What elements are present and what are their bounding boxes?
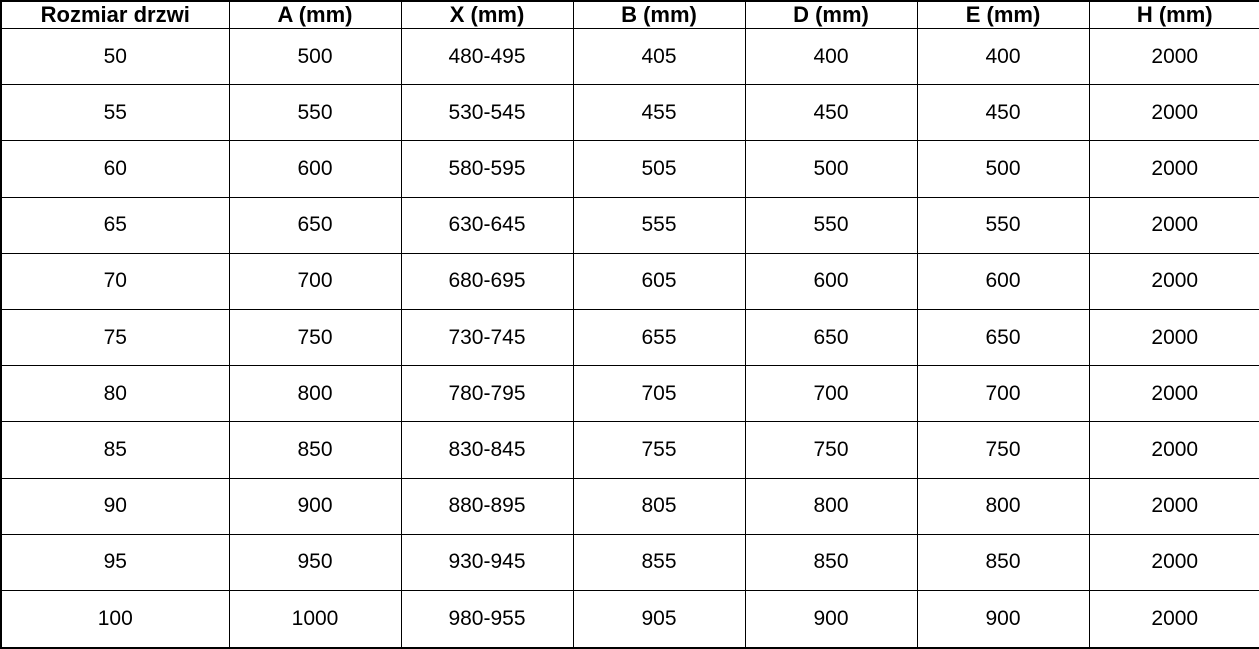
table-cell: 505 <box>572 140 746 198</box>
table-cell: 550 <box>744 196 918 254</box>
table-cell: 850 <box>228 421 402 479</box>
table-cell: 800 <box>744 477 918 535</box>
table-cell: 400 <box>916 27 1090 86</box>
table-cell: 70 <box>0 252 230 311</box>
table-row: 75 750 730-745 655 650 650 2000 <box>0 309 1259 367</box>
table-cell: 400 <box>744 27 918 86</box>
table-cell: 2000 <box>1088 252 1259 311</box>
table-cell: 780-795 <box>400 365 574 423</box>
column-header-6: H (mm) <box>1088 0 1259 29</box>
table-cell: 550 <box>916 196 1090 254</box>
table-cell: 650 <box>916 309 1090 367</box>
table-cell: 700 <box>744 365 918 423</box>
table-cell: 55 <box>0 84 230 142</box>
table-cell: 800 <box>228 365 402 423</box>
table-cell: 2000 <box>1088 84 1259 142</box>
table-cell: 600 <box>744 252 918 311</box>
table-row: 50 500 480-495 405 400 400 2000 <box>0 27 1259 86</box>
table-cell: 2000 <box>1088 590 1259 649</box>
table-cell: 60 <box>0 140 230 198</box>
table-cell: 655 <box>572 309 746 367</box>
column-header-2: X (mm) <box>400 0 574 29</box>
column-header-4: D (mm) <box>744 0 918 29</box>
table-cell: 530-545 <box>400 84 574 142</box>
table-cell: 980-955 <box>400 590 574 649</box>
table-cell: 480-495 <box>400 27 574 86</box>
table-cell: 1000 <box>228 590 402 649</box>
table-cell: 900 <box>916 590 1090 649</box>
table-cell: 650 <box>744 309 918 367</box>
table-cell: 730-745 <box>400 309 574 367</box>
table-cell: 800 <box>916 477 1090 535</box>
table-cell: 900 <box>228 477 402 535</box>
table-cell: 605 <box>572 252 746 311</box>
table-cell: 2000 <box>1088 533 1259 592</box>
table-cell: 500 <box>916 140 1090 198</box>
table-cell: 900 <box>744 590 918 649</box>
column-header-1: A (mm) <box>228 0 402 29</box>
table-cell: 905 <box>572 590 746 649</box>
table-cell: 630-645 <box>400 196 574 254</box>
table-cell: 500 <box>744 140 918 198</box>
table-row: 70 700 680-695 605 600 600 2000 <box>0 252 1259 311</box>
table-cell: 855 <box>572 533 746 592</box>
table-cell: 850 <box>744 533 918 592</box>
table-cell: 750 <box>228 309 402 367</box>
table-row: 80 800 780-795 705 700 700 2000 <box>0 365 1259 423</box>
table-cell: 700 <box>916 365 1090 423</box>
table-row: 55 550 530-545 455 450 450 2000 <box>0 84 1259 142</box>
table-cell: 100 <box>0 590 230 649</box>
table-cell: 2000 <box>1088 140 1259 198</box>
table-row: 95 950 930-945 855 850 850 2000 <box>0 533 1259 592</box>
table-row: 60 600 580-595 505 500 500 2000 <box>0 140 1259 198</box>
table-cell: 450 <box>744 84 918 142</box>
table-cell: 2000 <box>1088 309 1259 367</box>
table-cell: 405 <box>572 27 746 86</box>
table-cell: 455 <box>572 84 746 142</box>
table-cell: 755 <box>572 421 746 479</box>
table-cell: 650 <box>228 196 402 254</box>
table-cell: 80 <box>0 365 230 423</box>
table-cell: 2000 <box>1088 365 1259 423</box>
table-cell: 880-895 <box>400 477 574 535</box>
table-cell: 750 <box>916 421 1090 479</box>
table-cell: 950 <box>228 533 402 592</box>
table-cell: 680-695 <box>400 252 574 311</box>
column-header-3: B (mm) <box>572 0 746 29</box>
table-row: 100 1000 980-955 905 900 900 2000 <box>0 590 1259 649</box>
column-header-0: Rozmiar drzwi <box>0 0 230 29</box>
table-cell: 580-595 <box>400 140 574 198</box>
table-cell: 2000 <box>1088 477 1259 535</box>
table-cell: 2000 <box>1088 196 1259 254</box>
table-cell: 2000 <box>1088 27 1259 86</box>
table-cell: 600 <box>228 140 402 198</box>
table-cell: 705 <box>572 365 746 423</box>
table-cell: 95 <box>0 533 230 592</box>
table-row: 90 900 880-895 805 800 800 2000 <box>0 477 1259 535</box>
table-cell: 50 <box>0 27 230 86</box>
table-cell: 555 <box>572 196 746 254</box>
table-cell: 750 <box>744 421 918 479</box>
table-cell: 90 <box>0 477 230 535</box>
table-cell: 500 <box>228 27 402 86</box>
table-cell: 805 <box>572 477 746 535</box>
table-cell: 700 <box>228 252 402 311</box>
table-body: 50 500 480-495 405 400 400 2000 55 550 530-545 455… <box>0 27 1259 649</box>
table-row: 65 650 630-645 555 550 550 2000 <box>0 196 1259 254</box>
table-header-row: Rozmiar drzwi A (mm) X (mm) B (mm) D (mm) E (… <box>0 0 1259 29</box>
table-cell: 85 <box>0 421 230 479</box>
table-cell: 550 <box>228 84 402 142</box>
table-cell: 450 <box>916 84 1090 142</box>
table-cell: 830-845 <box>400 421 574 479</box>
table-cell: 600 <box>916 252 1090 311</box>
table-cell: 75 <box>0 309 230 367</box>
table-cell: 65 <box>0 196 230 254</box>
table-cell: 2000 <box>1088 421 1259 479</box>
table-cell: 930-945 <box>400 533 574 592</box>
table-row: 85 850 830-845 755 750 750 2000 <box>0 421 1259 479</box>
table-cell: 850 <box>916 533 1090 592</box>
column-header-5: E (mm) <box>916 0 1090 29</box>
